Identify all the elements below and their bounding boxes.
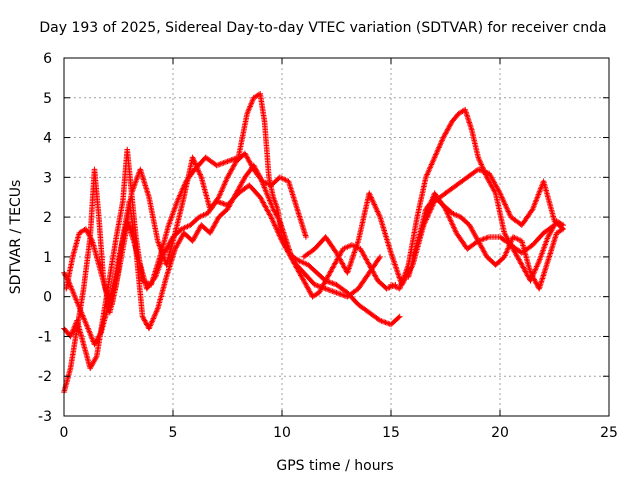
tick-labels: 0 5 10 15 20 25 -3 -2 -1 0 1 2 3 4 5 6: [38, 51, 618, 441]
x-tick-label: 5: [169, 425, 178, 441]
y-tick-label: -3: [38, 409, 52, 425]
grid: [64, 58, 609, 416]
y-tick-label: 4: [43, 131, 52, 147]
y-tick-label: -1: [38, 329, 52, 345]
y-tick-label: 3: [43, 170, 52, 186]
x-tick-label: 10: [273, 425, 291, 441]
x-tick-label: 20: [491, 425, 509, 441]
plot-frame: [63, 57, 610, 417]
y-tick-label: 2: [43, 210, 52, 226]
data-points: [61, 91, 566, 395]
chart-title: Day 193 of 2025, Sidereal Day-to-day VTE…: [39, 20, 606, 36]
y-tick-label: 1: [43, 250, 52, 266]
y-tick-label: 0: [43, 290, 52, 306]
y-axis-label: SDTVAR / TECUs: [8, 180, 24, 295]
ticks: [63, 57, 610, 417]
x-tick-label: 15: [382, 425, 400, 441]
x-tick-label: 25: [600, 425, 618, 441]
y-tick-label: 6: [43, 51, 52, 67]
x-axis-label: GPS time / hours: [276, 458, 393, 474]
y-tick-label: -2: [38, 369, 52, 385]
data-markers: [61, 91, 566, 395]
y-tick-label: 5: [43, 91, 52, 107]
x-tick-label: 0: [60, 425, 69, 441]
